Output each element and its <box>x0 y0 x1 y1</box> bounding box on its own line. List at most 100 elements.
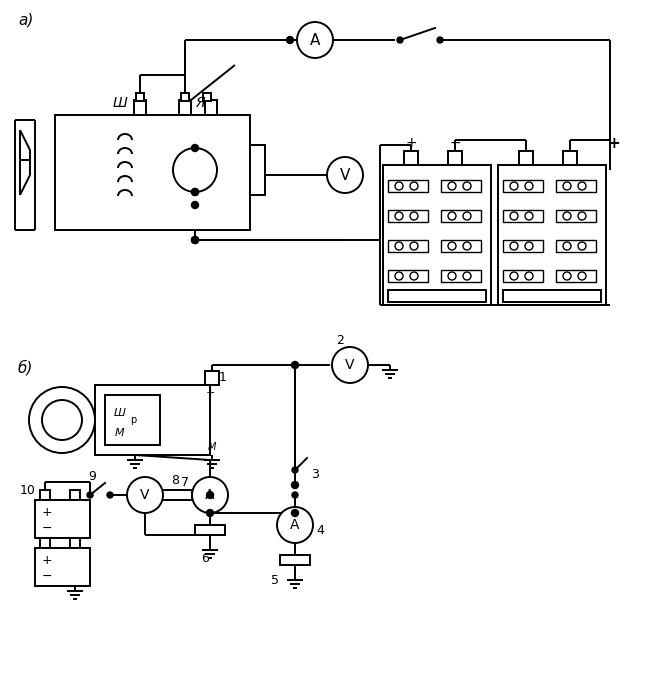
Circle shape <box>291 362 298 369</box>
Bar <box>70 538 80 548</box>
Circle shape <box>578 182 586 190</box>
Bar <box>388 180 428 192</box>
Circle shape <box>192 188 198 195</box>
Text: М: М <box>208 442 216 452</box>
Text: −: − <box>42 569 52 582</box>
Circle shape <box>292 467 298 473</box>
Circle shape <box>578 272 586 280</box>
Bar <box>441 270 481 282</box>
Bar <box>388 210 428 222</box>
Circle shape <box>563 242 571 250</box>
Circle shape <box>127 477 163 513</box>
Circle shape <box>525 212 533 220</box>
Bar <box>404 151 418 165</box>
Circle shape <box>207 492 213 499</box>
Circle shape <box>29 387 95 453</box>
Bar <box>388 290 486 302</box>
Circle shape <box>395 182 403 190</box>
Circle shape <box>510 272 518 280</box>
Bar <box>70 490 80 500</box>
Text: +: + <box>42 553 52 566</box>
Text: р: р <box>130 415 136 425</box>
Circle shape <box>192 201 198 208</box>
Text: 4: 4 <box>316 523 324 536</box>
Text: −: − <box>42 521 52 534</box>
Bar <box>556 210 596 222</box>
Circle shape <box>410 242 418 250</box>
Circle shape <box>463 182 471 190</box>
Text: −: − <box>449 136 461 150</box>
Circle shape <box>463 242 471 250</box>
Circle shape <box>563 182 571 190</box>
Text: V: V <box>140 488 150 502</box>
Bar <box>498 165 606 305</box>
Text: 10: 10 <box>20 484 36 497</box>
Circle shape <box>173 148 217 192</box>
Bar <box>280 555 310 565</box>
Bar <box>40 490 50 500</box>
Circle shape <box>578 242 586 250</box>
Circle shape <box>207 510 213 516</box>
Circle shape <box>448 182 456 190</box>
Bar <box>441 240 481 252</box>
Circle shape <box>192 236 198 243</box>
Circle shape <box>192 145 198 151</box>
Bar <box>179 100 191 115</box>
Bar <box>162 490 192 500</box>
Bar <box>519 151 533 165</box>
Text: 1: 1 <box>219 371 227 384</box>
Bar <box>503 270 543 282</box>
Text: Ш: Ш <box>112 96 127 110</box>
Circle shape <box>87 492 93 498</box>
Circle shape <box>410 272 418 280</box>
Circle shape <box>277 507 313 543</box>
Bar <box>556 270 596 282</box>
Circle shape <box>463 212 471 220</box>
Bar <box>195 525 225 535</box>
Circle shape <box>297 22 333 58</box>
Bar <box>181 93 189 101</box>
Circle shape <box>327 157 363 193</box>
Text: 3: 3 <box>311 469 319 482</box>
Text: +: + <box>42 506 52 519</box>
Circle shape <box>395 272 403 280</box>
Bar <box>250 145 265 195</box>
Text: а): а) <box>18 12 33 27</box>
Text: 5: 5 <box>271 573 279 586</box>
Circle shape <box>291 482 298 488</box>
Bar <box>556 240 596 252</box>
Bar <box>441 210 481 222</box>
Circle shape <box>525 242 533 250</box>
Circle shape <box>292 492 298 498</box>
Bar <box>95 385 210 455</box>
Circle shape <box>192 236 198 243</box>
Circle shape <box>448 212 456 220</box>
Text: +: + <box>405 136 417 150</box>
Circle shape <box>410 212 418 220</box>
Text: 7: 7 <box>181 477 189 490</box>
Bar <box>388 240 428 252</box>
Bar <box>503 290 601 302</box>
Bar <box>134 100 146 115</box>
Bar <box>388 270 428 282</box>
Circle shape <box>42 400 82 440</box>
Circle shape <box>510 212 518 220</box>
Bar <box>503 180 543 192</box>
Circle shape <box>107 492 113 498</box>
Text: +: + <box>205 388 214 398</box>
Text: V: V <box>340 168 350 182</box>
Circle shape <box>192 477 228 513</box>
Circle shape <box>448 272 456 280</box>
Bar <box>35 548 90 586</box>
Bar <box>205 100 217 115</box>
Circle shape <box>291 510 298 516</box>
Bar <box>383 165 491 305</box>
Bar <box>205 371 219 385</box>
Text: 6: 6 <box>201 551 209 564</box>
Bar <box>503 240 543 252</box>
Text: A: A <box>291 518 300 532</box>
Circle shape <box>510 182 518 190</box>
Text: Ш: Ш <box>114 408 126 418</box>
Text: A: A <box>310 32 320 47</box>
Text: М: М <box>115 428 125 438</box>
